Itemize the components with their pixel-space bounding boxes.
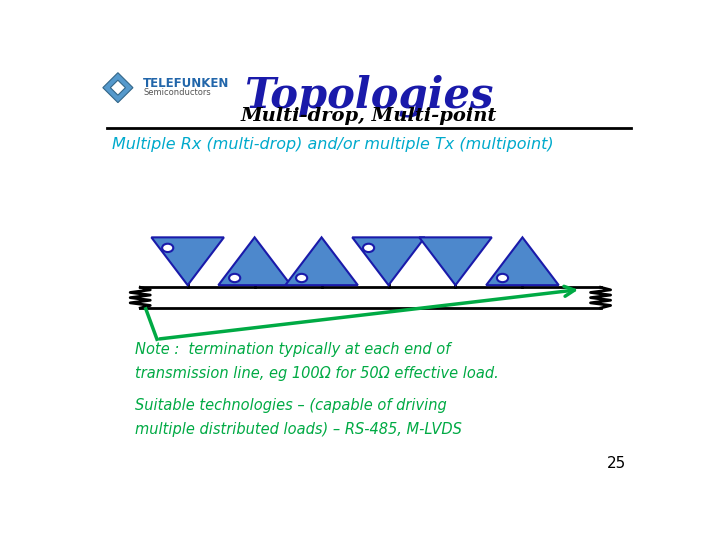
Circle shape: [296, 274, 307, 282]
Text: Semiconductors: Semiconductors: [143, 88, 211, 97]
Polygon shape: [103, 73, 133, 103]
Polygon shape: [110, 80, 125, 95]
Polygon shape: [151, 238, 224, 285]
Text: Topologies: Topologies: [244, 75, 494, 117]
Polygon shape: [419, 238, 492, 285]
Circle shape: [162, 244, 174, 252]
Polygon shape: [218, 238, 291, 285]
Text: TELEFUNKEN: TELEFUNKEN: [143, 77, 230, 90]
Text: Multiple Rx (multi-drop) and/or multiple Tx (multipoint): Multiple Rx (multi-drop) and/or multiple…: [112, 137, 554, 152]
Circle shape: [363, 244, 374, 252]
Circle shape: [229, 274, 240, 282]
Text: Suitable technologies – (capable of driving: Suitable technologies – (capable of driv…: [135, 397, 446, 413]
Polygon shape: [285, 238, 358, 285]
Text: Multi-drop, Multi-point: Multi-drop, Multi-point: [240, 106, 498, 125]
Text: Note :  termination typically at each end of: Note : termination typically at each end…: [135, 342, 450, 357]
Polygon shape: [352, 238, 425, 285]
Circle shape: [497, 274, 508, 282]
Text: transmission line, eg 100Ω for 50Ω effective load.: transmission line, eg 100Ω for 50Ω effec…: [135, 366, 498, 381]
Text: multiple distributed loads) – RS-485, M-LVDS: multiple distributed loads) – RS-485, M-…: [135, 422, 462, 437]
Text: 25: 25: [606, 456, 626, 471]
Polygon shape: [486, 238, 559, 285]
